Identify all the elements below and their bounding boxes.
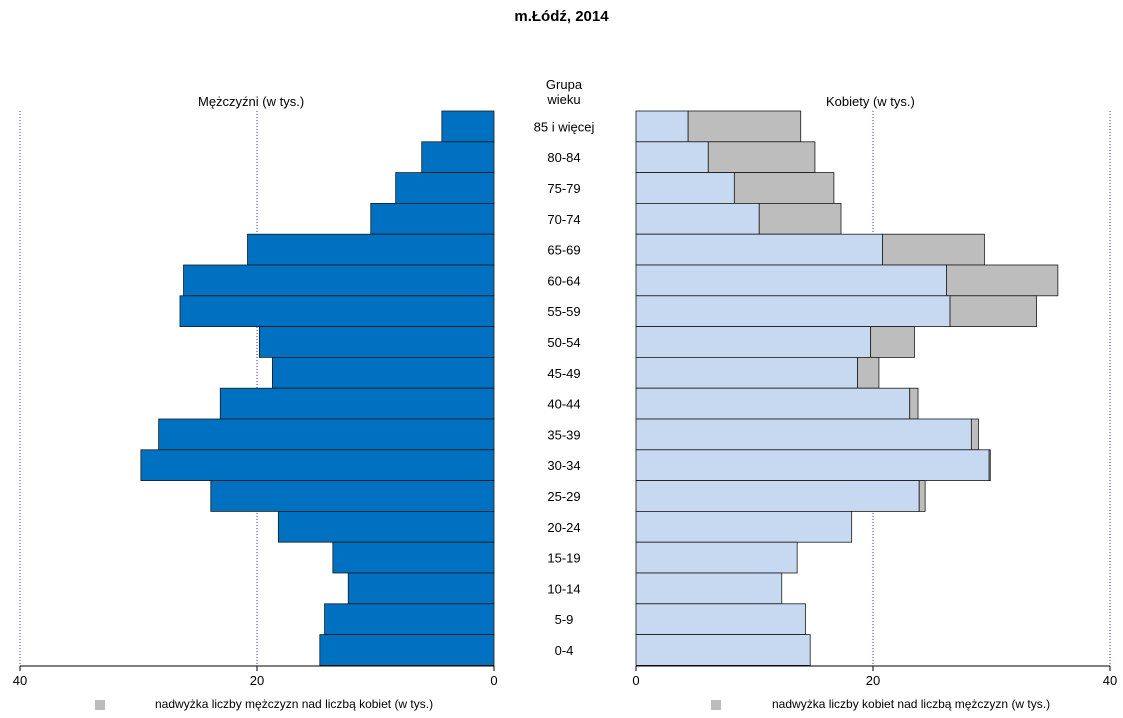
- women-surplus-bar: [909, 387, 919, 420]
- women-surplus-bar: [870, 326, 915, 358]
- women-bar: [635, 387, 911, 420]
- legend-women-surplus-label: nadwyżka liczby kobiet nad liczbą mężczy…: [772, 697, 1051, 711]
- men-bar: [219, 387, 495, 420]
- women-surplus-bar: [733, 172, 835, 204]
- men-bar: [183, 264, 495, 297]
- legend-men-surplus-swatch: [95, 700, 105, 710]
- chart-title: m.Łódź, 2014: [514, 8, 609, 25]
- age-group-label: 50-54: [547, 335, 580, 350]
- men-bar: [247, 233, 495, 266]
- age-group-label: 35-39: [547, 427, 580, 442]
- men-bar: [370, 202, 495, 235]
- women-surplus-bar: [882, 233, 985, 266]
- women-bar: [635, 295, 951, 327]
- age-group-label: 80-84: [547, 150, 580, 165]
- men-bar: [395, 172, 495, 204]
- women-bar: [635, 480, 920, 512]
- men-bar: [441, 110, 495, 143]
- men-x-tick-label: 40: [13, 673, 27, 688]
- women-surplus-bar: [687, 110, 802, 143]
- age-group-header-line2: wieku: [547, 92, 581, 107]
- women-surplus-bar: [857, 356, 880, 389]
- women-x-tick-label: 0: [632, 673, 639, 688]
- women-bar: [635, 110, 689, 143]
- women-bar: [635, 541, 798, 574]
- women-surplus-bar: [758, 202, 842, 235]
- age-group-label: 0-4: [555, 643, 574, 658]
- men-bar: [319, 634, 495, 666]
- age-group-label: 55-59: [547, 304, 580, 319]
- women-bar: [635, 172, 735, 204]
- women-bar: [635, 141, 709, 174]
- men-bar: [324, 603, 495, 635]
- women-bar: [635, 418, 972, 451]
- men-x-tick-label: 0: [490, 673, 497, 688]
- age-group-label: 65-69: [547, 243, 580, 258]
- women-surplus-bar: [946, 264, 1059, 297]
- legend-men-surplus-label: nadwyżka liczby mężczyzn nad liczbą kobi…: [155, 697, 434, 711]
- age-group-label: 15-19: [547, 551, 580, 566]
- age-group-label: 60-64: [547, 273, 580, 288]
- age-group-label: 5-9: [555, 612, 574, 627]
- age-group-label: 25-29: [547, 489, 580, 504]
- men-bar: [272, 356, 495, 389]
- age-group-header-line1: Grupa: [545, 77, 583, 92]
- age-group-label: 45-49: [547, 366, 580, 381]
- women-axis-label: Kobiety (w tys.): [826, 94, 915, 109]
- men-bar: [421, 141, 495, 174]
- men-bar: [140, 449, 495, 481]
- women-bar: [635, 202, 760, 235]
- age-group-label: 40-44: [547, 397, 580, 412]
- women-bar: [635, 572, 783, 605]
- men-axis-label: Mężczyźni (w tys.): [198, 94, 305, 109]
- women-bar: [635, 510, 853, 543]
- women-x-tick-label: 20: [866, 673, 880, 688]
- women-bar: [635, 449, 990, 481]
- men-bar: [258, 326, 495, 358]
- men-x-tick-label: 20: [250, 673, 264, 688]
- women-bar: [635, 634, 811, 666]
- men-bar: [158, 418, 495, 451]
- women-bar: [635, 326, 872, 358]
- women-surplus-bar: [707, 141, 816, 174]
- women-bar: [635, 603, 806, 635]
- age-group-label: 85 i więcej: [534, 119, 595, 134]
- women-surplus-bar: [970, 418, 979, 451]
- women-surplus-bar: [918, 480, 926, 512]
- women-bar: [635, 264, 947, 297]
- age-group-label: 30-34: [547, 458, 580, 473]
- legend-women-surplus-swatch: [711, 700, 721, 710]
- age-group-label: 75-79: [547, 181, 580, 196]
- women-x-tick-label: 40: [1103, 673, 1117, 688]
- men-bar: [347, 572, 495, 605]
- age-group-label: 10-14: [547, 581, 580, 596]
- women-bar: [635, 356, 858, 389]
- age-group-label: 70-74: [547, 212, 580, 227]
- women-surplus-bar: [949, 295, 1037, 327]
- women-bar: [635, 233, 883, 266]
- men-bar: [179, 295, 495, 327]
- age-group-header: Grupa wieku: [524, 77, 604, 107]
- women-surplus-bar: [988, 449, 991, 481]
- men-bar: [332, 541, 495, 574]
- men-bar: [210, 480, 495, 512]
- men-bar: [277, 510, 495, 543]
- age-group-label: 20-24: [547, 520, 580, 535]
